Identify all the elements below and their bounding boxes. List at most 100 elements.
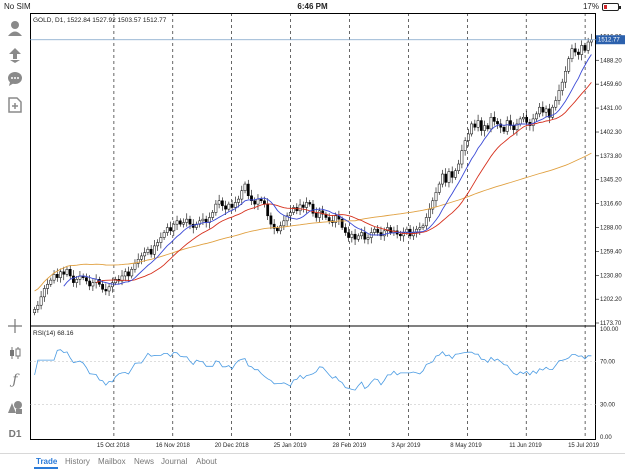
candle-body xyxy=(499,123,503,128)
candle-body xyxy=(178,220,182,225)
candle-body xyxy=(466,133,470,141)
candle-body xyxy=(518,118,522,125)
candle-body xyxy=(541,106,545,113)
candle-body xyxy=(308,202,312,205)
candle-body xyxy=(301,204,305,208)
candle-body xyxy=(55,274,59,278)
candle-body xyxy=(343,227,347,233)
candle-body xyxy=(133,263,137,270)
candle-body xyxy=(522,116,525,120)
price-tick-label: 1173.70 xyxy=(600,321,622,327)
candle-body xyxy=(272,223,276,229)
candle-body xyxy=(292,207,295,213)
candle-body xyxy=(123,271,127,277)
candle-body xyxy=(246,183,250,197)
price-chart[interactable]: GOLD, D1, 1522.84 1527.92 1503.57 1512.7… xyxy=(30,13,625,453)
candle-body xyxy=(237,198,240,203)
chat-icon[interactable] xyxy=(4,68,26,90)
candle-body xyxy=(557,90,561,101)
timeframe-button[interactable]: D1 xyxy=(8,428,22,440)
candle-body xyxy=(327,217,331,222)
candle-body xyxy=(240,190,244,200)
bottom-tab-bar: Trade History Mailbox News Journal About xyxy=(0,453,625,469)
candle-body xyxy=(347,232,350,238)
tab-history[interactable]: History xyxy=(65,457,90,466)
candle-body xyxy=(156,242,160,247)
chart-toolbar: ƒ D1 xyxy=(0,13,30,453)
tab-news[interactable]: News xyxy=(134,457,155,466)
candle-body xyxy=(104,289,108,292)
candle-body xyxy=(169,227,172,232)
candle-body xyxy=(473,123,477,128)
candle-body xyxy=(421,225,425,228)
candle-body xyxy=(505,120,509,132)
candle-body xyxy=(314,213,318,218)
candle-body xyxy=(470,123,473,135)
account-icon[interactable] xyxy=(4,17,26,39)
candle-body xyxy=(114,279,117,283)
candle-body xyxy=(441,173,444,185)
tab-trade[interactable]: Trade xyxy=(36,457,58,466)
tab-journal[interactable]: Journal xyxy=(161,457,188,466)
candle-body xyxy=(305,202,308,208)
indicator-function-icon[interactable]: ƒ xyxy=(12,372,18,388)
chart-area[interactable]: GOLD, D1, 1522.84 1527.92 1503.57 1512.7… xyxy=(30,13,625,453)
candle-body xyxy=(531,118,535,126)
candle-body xyxy=(567,58,571,72)
tab-about[interactable]: About xyxy=(196,457,217,466)
candle-body xyxy=(149,248,153,255)
candle-body xyxy=(534,113,538,120)
candle-body xyxy=(434,192,438,202)
price-tick-label: 1288.00 xyxy=(600,226,622,232)
candle-body xyxy=(259,198,263,202)
candle-body xyxy=(46,284,49,289)
candle-body xyxy=(263,200,266,205)
candle-body xyxy=(288,212,292,217)
candle-body xyxy=(486,125,490,130)
candle-body xyxy=(376,228,380,233)
price-tick-label: 1373.80 xyxy=(600,154,622,160)
candle-body xyxy=(140,255,143,260)
candle-body xyxy=(59,271,62,278)
battery-icon xyxy=(602,3,621,11)
price-tick-label: 1230.80 xyxy=(600,273,622,279)
candle-body xyxy=(476,120,480,128)
candle-body xyxy=(350,233,354,238)
candle-body xyxy=(447,171,451,183)
candle-body xyxy=(127,271,130,277)
candle-body xyxy=(577,51,580,55)
crosshair-icon[interactable] xyxy=(4,315,26,337)
candle-body xyxy=(285,215,289,222)
candle-body xyxy=(340,218,344,228)
candle-body xyxy=(363,232,367,240)
candle-body xyxy=(243,183,247,191)
trade-arrows-icon[interactable] xyxy=(4,44,26,66)
candle-body xyxy=(101,284,104,290)
candle-type-icon[interactable] xyxy=(4,342,26,364)
objects-shapes-icon[interactable] xyxy=(4,396,26,418)
candle-body xyxy=(489,116,493,130)
candle-body xyxy=(162,232,166,238)
candle-body xyxy=(107,286,111,292)
new-document-icon[interactable] xyxy=(4,94,26,116)
candle-body xyxy=(220,200,224,207)
candle-body xyxy=(224,205,227,210)
price-tick-label: 1202.20 xyxy=(600,297,622,303)
ma-mid-line xyxy=(95,82,592,284)
candle-body xyxy=(334,215,338,223)
candle-body xyxy=(227,203,231,210)
candle-body xyxy=(547,108,551,118)
candle-body xyxy=(130,269,134,277)
candle-body xyxy=(525,116,529,123)
candle-body xyxy=(153,245,156,255)
date-tick-label: 28 Feb 2019 xyxy=(333,443,367,449)
candle-body xyxy=(298,204,302,212)
date-tick-label: 3 Apr 2019 xyxy=(391,443,421,449)
ma-slow-line xyxy=(34,152,592,292)
candle-body xyxy=(544,108,548,113)
candle-body xyxy=(492,116,496,122)
candle-body xyxy=(136,259,140,264)
candle-body xyxy=(415,228,418,233)
tab-mailbox[interactable]: Mailbox xyxy=(98,457,126,466)
rsi-line xyxy=(34,349,592,391)
